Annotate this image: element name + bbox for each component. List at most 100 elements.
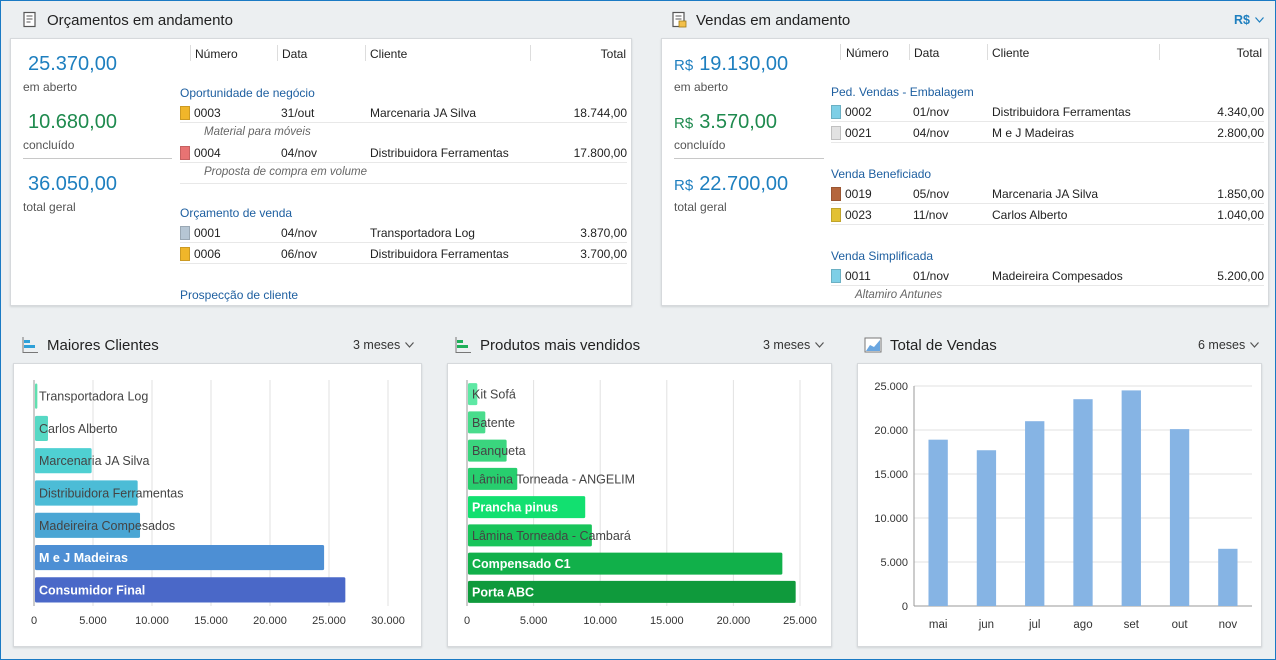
currency-symbol: R$ (674, 57, 694, 74)
x-tick-label: nov (1219, 619, 1238, 631)
period-label: 3 meses (353, 338, 401, 352)
row-note: Material para móveis (204, 126, 311, 138)
currency-selector-label: R$ (1234, 13, 1250, 27)
row-cliente: Marcenaria JA Silva (370, 106, 477, 120)
vendas-col-total[interactable]: Total (1236, 46, 1262, 60)
orcamentos-aberto-label: em aberto (23, 80, 78, 94)
orcamentos-col-total[interactable]: Total (600, 47, 626, 61)
row-total: 3.870,00 (580, 226, 627, 240)
bar-label: Lâmina Torneada - Cambará (472, 529, 631, 543)
x-tick-label: 5.000 (79, 615, 107, 627)
bar-label: Distribuidora Ferramentas (39, 487, 184, 501)
table-row[interactable]: 0002 01/nov Distribuidora Ferramentas 4.… (831, 102, 1264, 122)
table-row[interactable]: 0001 04/nov Transportadora Log 3.870,00 (180, 223, 627, 243)
x-tick-label: 15.000 (194, 615, 228, 627)
table-row[interactable]: 0023 11/nov Carlos Alberto 1.040,00 (831, 205, 1264, 225)
row-cliente: Madeireira Compesados (992, 269, 1123, 283)
vendas-group-title: Venda Beneficiado (831, 167, 932, 181)
table-row[interactable]: 0006 06/nov Distribuidora Ferramentas 3.… (180, 244, 627, 264)
bar (35, 383, 38, 409)
status-swatch (831, 126, 841, 140)
table-row[interactable]: 0019 05/nov Marcenaria JA Silva 1.850,00 (831, 184, 1264, 204)
row-total: 17.800,00 (573, 146, 627, 160)
bar-label: Transportadora Log (39, 390, 148, 404)
table-row[interactable]: 0004 04/nov Distribuidora Ferramentas 17… (180, 143, 627, 163)
x-tick-label: jul (1028, 619, 1041, 631)
vendas-col-data[interactable]: Data (914, 46, 940, 60)
total-vendas-title: Total de Vendas (890, 336, 997, 354)
orcamentos-col-cliente[interactable]: Cliente (370, 47, 408, 61)
bar (468, 467, 518, 490)
orcamentos-total-label: total geral (23, 200, 76, 214)
chevron-down-icon (1255, 17, 1264, 23)
row-data: 04/nov (281, 146, 318, 160)
row-total: 3.700,00 (580, 247, 627, 261)
bar (35, 544, 325, 571)
bar (468, 524, 592, 547)
period-label: 6 meses (1198, 338, 1246, 352)
row-total: 18.744,00 (573, 106, 627, 120)
bar-label: Marcenaria JA Silva (39, 454, 150, 468)
x-tick-label: 0 (31, 615, 37, 627)
vendas-group-title: Venda Simplificada (831, 249, 934, 263)
vendas-total-label: total geral (674, 200, 727, 214)
vendas-col-cliente[interactable]: Cliente (992, 46, 1030, 60)
row-total: 1.040,00 (1217, 208, 1264, 222)
bar (928, 439, 948, 606)
orcamentos-concluido-label: concluído (23, 138, 75, 152)
bar (468, 580, 796, 603)
bar (35, 512, 141, 538)
bar-label: Compensado C1 (472, 557, 571, 571)
vendas-total-number: 22.700,00 (699, 173, 789, 195)
bar (35, 480, 138, 506)
status-swatch (180, 106, 190, 120)
produtos-period[interactable]: 3 meses (763, 338, 825, 352)
vendas-aberto-label: em aberto (674, 80, 729, 94)
bar-label: Lâmina Torneada - ANGELIM (472, 472, 635, 486)
status-swatch (180, 226, 190, 240)
orcamentos-col-numero[interactable]: Número (195, 47, 238, 61)
vendas-col-numero[interactable]: Número (846, 46, 889, 60)
table-row[interactable]: 0011 01/nov Madeireira Compesados 5.200,… (831, 266, 1264, 286)
row-data: 05/nov (913, 187, 950, 201)
x-tick-label: ago (1073, 619, 1092, 631)
table-row[interactable]: 0003 31/out Marcenaria JA Silva 18.744,0… (180, 103, 627, 123)
vendas-total-value: R$ 22.700,00 (674, 173, 788, 196)
bar (468, 411, 486, 434)
maiores-clientes-chart: 0 5.000 10.000 15.000 20.000 25.000 30.000 Tran… (31, 380, 405, 627)
orcamentos-col-sep (190, 45, 191, 61)
orcamentos-col-data[interactable]: Data (282, 47, 308, 61)
bar (468, 383, 478, 406)
row-data: 11/nov (913, 208, 949, 222)
vendas-col-sep (909, 44, 910, 60)
y-tick-label: 0 (902, 601, 908, 613)
sales-document-icon (672, 11, 687, 28)
bar-label: Kit Sofá (472, 388, 516, 402)
bar-label: Batente (472, 416, 515, 430)
total-vendas-chart: 0 5.000 10.000 15.000 20.000 25.000 mai jun jul a… (874, 381, 1252, 631)
vendas-col-sep (840, 44, 841, 60)
total-vendas-period[interactable]: 6 meses (1198, 338, 1260, 352)
bar-label: Consumidor Final (39, 583, 145, 597)
currency-selector[interactable]: R$ (1234, 13, 1264, 27)
produtos-header: Produtos mais vendidos (454, 336, 640, 354)
x-tick-label: 10.000 (583, 615, 617, 627)
vendas-aberto-number: 19.130,00 (699, 53, 789, 75)
y-tick-label: 25.000 (874, 381, 908, 393)
x-tick-label: mai (929, 619, 948, 631)
status-swatch (180, 146, 190, 160)
maiores-clientes-title: Maiores Clientes (47, 336, 159, 354)
bar-label: M e J Madeiras (39, 551, 128, 565)
vendas-concluido-value: R$ 3.570,00 (674, 111, 777, 134)
row-data: 04/nov (281, 226, 318, 240)
orcamentos-header: Orçamentos em andamento (21, 11, 233, 29)
orcamentos-aberto-value: 25.370,00 (28, 53, 117, 75)
orcamentos-card: 25.370,00 em aberto 10.680,00 concluído … (10, 38, 632, 306)
orcamentos-concluido-value: 10.680,00 (28, 111, 117, 133)
table-row[interactable]: 0021 04/nov M e J Madeiras 2.800,00 (831, 123, 1264, 143)
row-total: 4.340,00 (1217, 105, 1264, 119)
row-data: 01/nov (913, 105, 950, 119)
row-numero: 0021 (845, 126, 872, 140)
maiores-clientes-period[interactable]: 3 meses (353, 338, 415, 352)
vendas-summary-divider (674, 158, 824, 159)
